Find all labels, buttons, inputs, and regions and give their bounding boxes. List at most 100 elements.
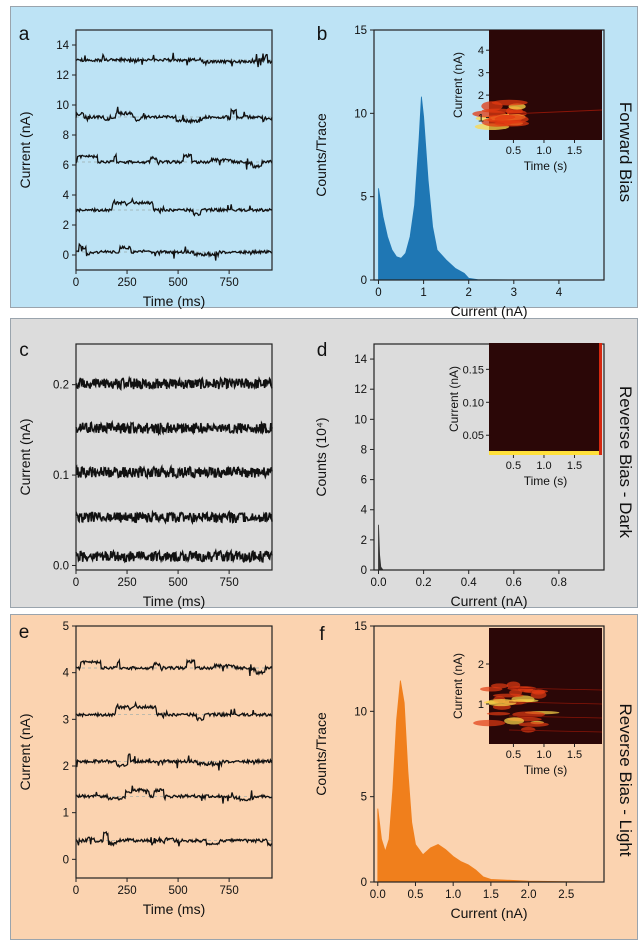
heat-spot-f-24 bbox=[486, 698, 517, 707]
heat-spot-b-14 bbox=[481, 108, 514, 113]
x-axis-label-b: Current (nA) bbox=[450, 303, 527, 319]
x-tick-label-e-3: 750 bbox=[220, 885, 239, 897]
y-tick-label-a-1: 2 bbox=[63, 220, 69, 232]
inset-x-tick-label-d-2: 1.5 bbox=[567, 460, 582, 472]
trace-line-a-3 bbox=[75, 106, 273, 125]
heat-streak-f-0 bbox=[508, 687, 603, 691]
trace-line-e-0 bbox=[75, 830, 273, 847]
plot-frame-f bbox=[373, 625, 605, 883]
x-tick-label-d-0: 0.0 bbox=[371, 577, 387, 589]
trace-line-a-2 bbox=[75, 152, 273, 170]
x-tick-label-f-1: 0.5 bbox=[407, 889, 423, 901]
y-tick-label-e-1: 1 bbox=[63, 808, 69, 820]
x-tick-label-a-0: 0 bbox=[73, 277, 79, 289]
y-axis-label-a: Current (nA) bbox=[17, 111, 33, 188]
trace-line-c-0 bbox=[75, 548, 273, 564]
y-tick-label-e-0: 0 bbox=[63, 854, 69, 866]
histogram-area-d bbox=[378, 524, 600, 571]
y-tick-label-c-2: 0.2 bbox=[53, 380, 69, 392]
y-tick-label-d-5: 10 bbox=[354, 414, 367, 426]
inset-y-tick-label-b-0: 1 bbox=[478, 113, 484, 125]
inset-y-axis-label-d: Current (nA) bbox=[447, 366, 461, 432]
y-tick-label-a-3: 6 bbox=[63, 160, 69, 172]
heat-spot-f-8 bbox=[504, 717, 525, 725]
x-tick-label-d-1: 0.2 bbox=[416, 577, 432, 589]
x-tick-label-a-1: 250 bbox=[117, 277, 136, 289]
x-tick-label-b-1: 1 bbox=[420, 287, 426, 299]
x-tick-label-d-2: 0.4 bbox=[461, 577, 478, 589]
y-tick-label-a-4: 8 bbox=[63, 130, 69, 142]
inset-heatmap-d bbox=[489, 343, 602, 455]
x-tick-label-c-2: 500 bbox=[168, 577, 187, 589]
x-axis-label-f: Current (nA) bbox=[450, 905, 527, 921]
trace-line-e-1 bbox=[75, 785, 273, 804]
x-axis-label-e: Time (ms) bbox=[143, 901, 205, 917]
inset-x-tick-label-d-1: 1.0 bbox=[536, 460, 551, 472]
y-tick-label-d-0: 0 bbox=[361, 565, 367, 577]
trace-line-c-2 bbox=[75, 464, 273, 480]
trace-line-a-0 bbox=[75, 242, 273, 261]
heat-spot-f-18 bbox=[473, 719, 506, 727]
y-tick-label-d-3: 6 bbox=[361, 475, 367, 487]
x-tick-label-f-0: 0.0 bbox=[370, 889, 386, 901]
heat-spot-f-11 bbox=[520, 726, 536, 733]
inset-x-tick-label-d-0: 0.5 bbox=[506, 460, 521, 472]
x-tick-label-e-0: 0 bbox=[73, 885, 79, 897]
y-tick-label-a-0: 0 bbox=[63, 250, 69, 262]
heat-spot-f-23 bbox=[530, 690, 547, 699]
inset-y-axis-label-b: Current (nA) bbox=[451, 52, 465, 118]
inset-y-tick-label-b-3: 4 bbox=[478, 45, 484, 57]
x-tick-label-c-3: 750 bbox=[220, 577, 239, 589]
x-tick-label-c-1: 250 bbox=[117, 577, 136, 589]
y-tick-label-a-2: 4 bbox=[63, 190, 70, 202]
panel-letter-f: f bbox=[319, 624, 325, 645]
y-tick-label-e-3: 3 bbox=[63, 714, 69, 726]
x-tick-label-f-3: 1.5 bbox=[483, 889, 499, 901]
x-axis-label-c: Time (ms) bbox=[143, 593, 205, 609]
heat-spot-f-15 bbox=[480, 686, 503, 692]
inset-x-axis-label-f: Time (s) bbox=[524, 763, 568, 777]
trace-line-e-4 bbox=[75, 657, 273, 676]
y-tick-label-d-4: 8 bbox=[361, 444, 367, 456]
y-tick-label-d-7: 14 bbox=[354, 354, 367, 366]
panel-letter-d: d bbox=[317, 340, 328, 361]
x-axis-label-a: Time (ms) bbox=[143, 293, 205, 309]
y-tick-label-b-1: 5 bbox=[361, 192, 367, 204]
heat-spot-f-25 bbox=[518, 722, 549, 727]
y-axis-label-c: Current (nA) bbox=[17, 418, 33, 495]
x-tick-label-d-3: 0.6 bbox=[506, 577, 522, 589]
inset-x-tick-label-b-0: 0.5 bbox=[506, 145, 521, 157]
heat-streak-f-1 bbox=[508, 701, 603, 705]
trace-line-e-3 bbox=[75, 700, 273, 722]
y-tick-label-d-2: 4 bbox=[361, 505, 368, 517]
x-tick-label-f-5: 2.5 bbox=[558, 889, 574, 901]
trace-line-a-4 bbox=[75, 52, 273, 68]
y-tick-label-d-1: 2 bbox=[361, 535, 367, 547]
y-axis-label-f: Counts/Trace bbox=[313, 712, 329, 796]
y-tick-label-f-1: 5 bbox=[361, 792, 367, 804]
trace-line-c-4 bbox=[75, 375, 273, 391]
histogram-area-b bbox=[378, 96, 600, 281]
y-tick-label-f-3: 15 bbox=[354, 621, 367, 633]
trace-line-e-2 bbox=[75, 753, 273, 771]
y-tick-label-a-7: 14 bbox=[56, 40, 69, 52]
plot-frame-a bbox=[75, 29, 273, 271]
x-tick-label-b-2: 2 bbox=[466, 287, 472, 299]
y-tick-label-c-0: 0.0 bbox=[53, 560, 69, 572]
inset-y-tick-label-d-1: 0.10 bbox=[463, 397, 484, 409]
inset-y-tick-label-b-1: 2 bbox=[478, 90, 484, 102]
x-tick-label-c-0: 0 bbox=[73, 577, 79, 589]
panel-letter-b: b bbox=[317, 24, 328, 45]
x-tick-label-b-0: 0 bbox=[375, 287, 381, 299]
x-tick-label-a-2: 500 bbox=[168, 277, 187, 289]
side-label-2: Reverse Bias - Light bbox=[616, 703, 635, 856]
heat-spot-b-13 bbox=[491, 99, 528, 106]
inset-x-tick-label-f-2: 1.5 bbox=[567, 749, 582, 761]
y-axis-label-e: Current (nA) bbox=[17, 713, 33, 790]
trace-line-a-1 bbox=[75, 196, 273, 217]
inset-x-axis-label-b: Time (s) bbox=[524, 159, 568, 173]
side-label-0: Forward Bias bbox=[616, 102, 635, 202]
inset-y-tick-label-f-0: 1 bbox=[478, 699, 484, 711]
y-tick-label-a-5: 10 bbox=[56, 100, 69, 112]
